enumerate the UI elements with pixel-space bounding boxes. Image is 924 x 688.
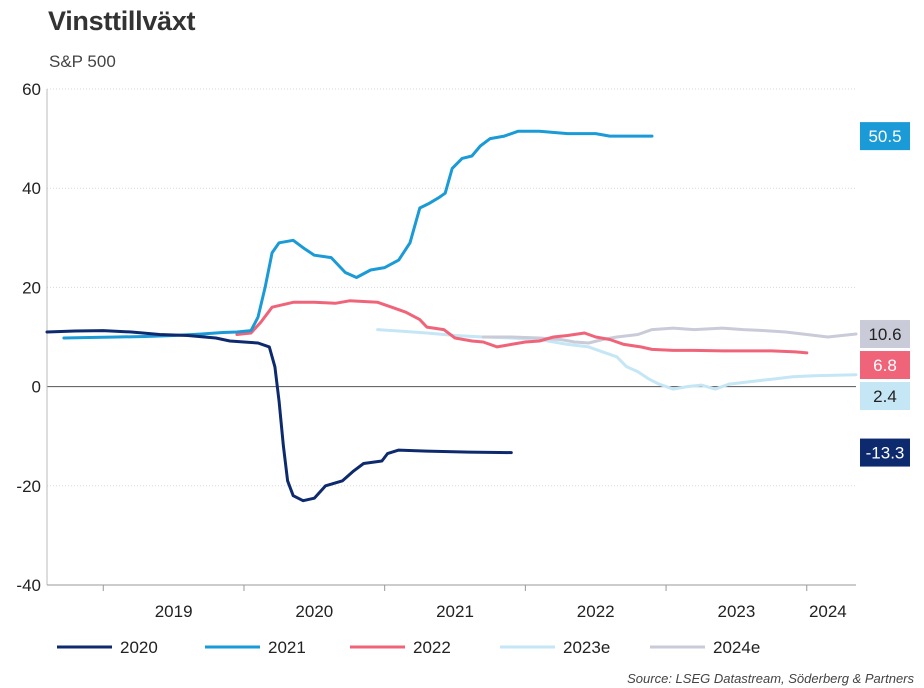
series-lines — [45, 129, 858, 503]
legend-item-2022: 2022 — [350, 638, 451, 657]
series-line-2024e — [481, 326, 858, 345]
y-tick-label: 60 — [22, 80, 41, 99]
y-tick-label: 0 — [32, 378, 41, 397]
end-label-text: -13.3 — [866, 444, 905, 463]
end-label-box — [860, 438, 910, 467]
y-tick-label: -40 — [16, 576, 41, 595]
legend-label: 2024e — [713, 638, 760, 657]
legend-item-2023e: 2023e — [500, 638, 610, 657]
end-label-text: 10.6 — [868, 325, 901, 344]
y-tick-label: 40 — [22, 179, 41, 198]
chart-subtitle: S&P 500 — [49, 52, 116, 71]
legend-item-2021: 2021 — [205, 638, 306, 657]
end-label-text: 50.5 — [868, 127, 901, 146]
end-label-box — [860, 320, 910, 349]
series-line-2021 — [62, 129, 654, 340]
end-label-2024e: 10.6 — [860, 320, 910, 349]
legend-label: 2021 — [268, 638, 306, 657]
y-tick-label: -20 — [16, 477, 41, 496]
y-tick-label: 20 — [22, 278, 41, 297]
legend-label: 2022 — [413, 638, 451, 657]
axes: -40 -20 0 20 40 60 2019 2020 2021 2022 2023 2024 — [16, 80, 856, 621]
end-label-2021: 50.5 — [860, 122, 910, 151]
legend-item-2024e: 2024e — [650, 638, 760, 657]
end-label-text: 6.8 — [873, 356, 897, 375]
end-label-box — [860, 351, 910, 380]
series-line-2022 — [235, 299, 809, 355]
chart-title: Vinsttillväxt — [48, 6, 196, 36]
legend: 2020 2021 2022 2023e 2024e — [57, 638, 760, 657]
end-label-2022: 6.8 — [860, 351, 910, 380]
end-label-text: 2.4 — [873, 387, 897, 406]
end-label-2020: -13.3 — [860, 438, 910, 467]
end-labels: 50.5 10.6 6.8 2.4 -13.3 — [860, 122, 910, 467]
end-label-box — [860, 122, 910, 151]
end-label-box — [860, 382, 910, 411]
x-tick-label: 2019 — [155, 602, 193, 621]
x-tick-label: 2022 — [577, 602, 615, 621]
x-tick-label: 2024 — [809, 602, 847, 621]
series-line-2020 — [45, 329, 513, 503]
source-note: Source: LSEG Datastream, Söderberg & Par… — [627, 671, 914, 686]
legend-item-2020: 2020 — [57, 638, 158, 657]
x-tick-label: 2021 — [436, 602, 474, 621]
x-tick-label: 2023 — [717, 602, 755, 621]
series-line-2023e — [376, 328, 858, 391]
x-tick-label: 2020 — [295, 602, 333, 621]
end-label-2023e: 2.4 — [860, 382, 910, 411]
legend-label: 2023e — [563, 638, 610, 657]
legend-label: 2020 — [120, 638, 158, 657]
